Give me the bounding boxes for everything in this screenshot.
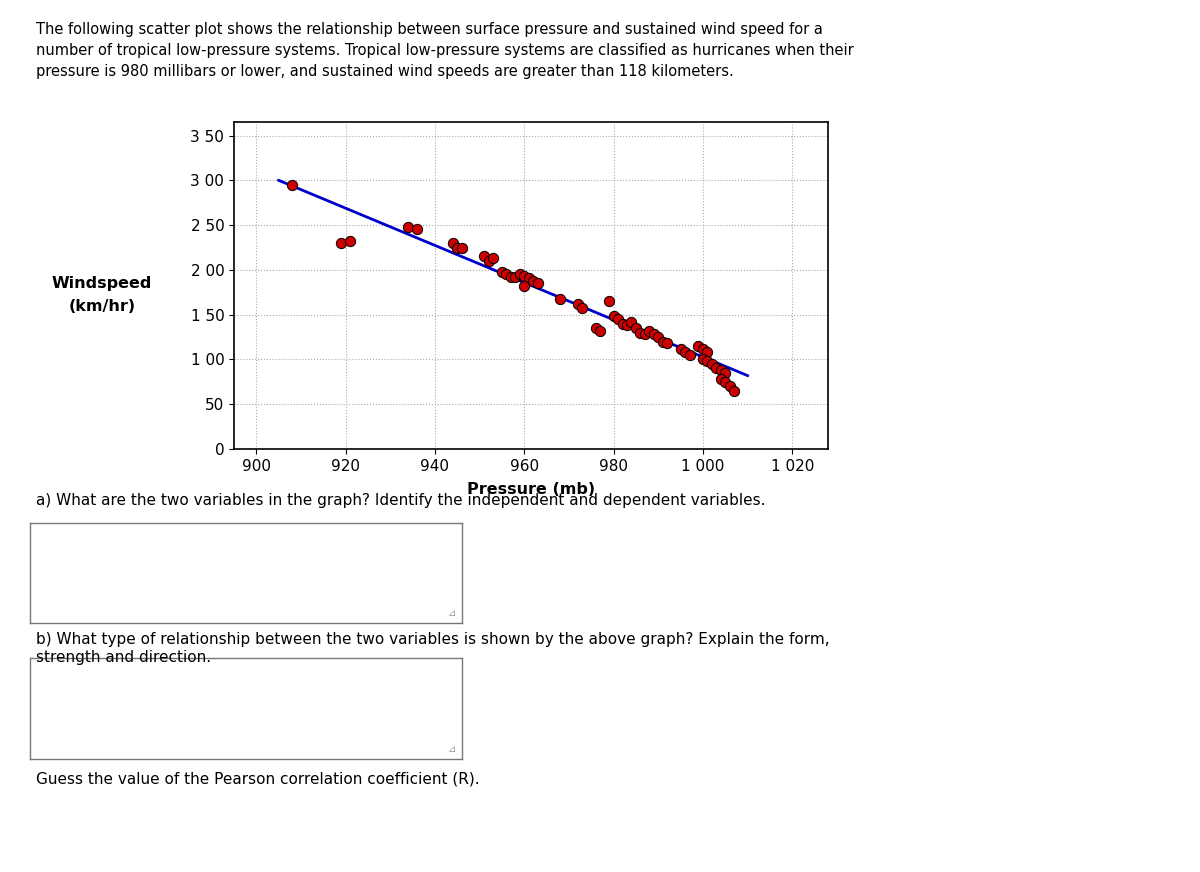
- Point: [658, 337, 677, 351]
- Point: [282, 178, 301, 192]
- Point: [398, 220, 418, 234]
- Point: [644, 327, 664, 341]
- Point: [725, 384, 744, 398]
- Point: [502, 270, 521, 284]
- Text: The following scatter plot shows the relationship between surface pressure and s: The following scatter plot shows the rel…: [36, 22, 853, 78]
- Point: [712, 372, 731, 386]
- Point: [572, 301, 592, 315]
- Point: [698, 345, 718, 359]
- Point: [497, 268, 516, 282]
- Text: ⊿: ⊿: [448, 744, 456, 753]
- Point: [515, 279, 534, 293]
- Point: [715, 375, 734, 389]
- Point: [671, 342, 690, 356]
- Point: [694, 342, 713, 356]
- Point: [622, 315, 641, 329]
- Point: [608, 312, 628, 326]
- Point: [510, 268, 529, 282]
- Point: [720, 379, 739, 393]
- Point: [505, 270, 524, 284]
- Point: [653, 335, 672, 349]
- Point: [551, 291, 570, 305]
- Point: [448, 241, 467, 255]
- Point: [600, 294, 619, 308]
- Point: [452, 242, 472, 255]
- Point: [635, 327, 654, 341]
- Point: [474, 249, 493, 263]
- Point: [479, 254, 498, 268]
- Text: b) What type of relationship between the two variables is shown by the above gra: b) What type of relationship between the…: [36, 632, 829, 664]
- Point: [408, 221, 427, 235]
- Point: [492, 265, 511, 279]
- Point: [613, 317, 632, 330]
- Text: Guess the value of the Pearson correlation coefficient (R).: Guess the value of the Pearson correlati…: [36, 772, 480, 787]
- Point: [586, 321, 605, 335]
- Point: [569, 297, 588, 311]
- Point: [443, 236, 462, 250]
- Point: [341, 235, 360, 249]
- Point: [528, 276, 547, 290]
- Point: [640, 324, 659, 337]
- Point: [715, 366, 734, 380]
- Text: (km/hr): (km/hr): [68, 299, 136, 315]
- Point: [702, 357, 721, 371]
- Point: [689, 339, 708, 353]
- Point: [707, 362, 726, 376]
- X-axis label: Pressure (mb): Pressure (mb): [467, 482, 595, 497]
- Point: [698, 354, 718, 368]
- Point: [484, 251, 503, 265]
- Point: [626, 321, 646, 335]
- Point: [604, 310, 623, 324]
- Point: [590, 324, 610, 337]
- Point: [618, 318, 637, 332]
- Text: Windspeed: Windspeed: [52, 276, 152, 291]
- Point: [515, 269, 534, 283]
- Point: [331, 236, 350, 250]
- Point: [520, 271, 539, 285]
- Point: [680, 348, 700, 362]
- Point: [649, 330, 668, 344]
- Text: a) What are the two variables in the graph? Identify the independent and depende: a) What are the two variables in the gra…: [36, 493, 766, 508]
- Text: ⊿: ⊿: [448, 609, 456, 618]
- Point: [676, 345, 695, 359]
- Point: [694, 352, 713, 366]
- Point: [631, 325, 650, 339]
- Point: [523, 274, 542, 288]
- Point: [712, 364, 731, 378]
